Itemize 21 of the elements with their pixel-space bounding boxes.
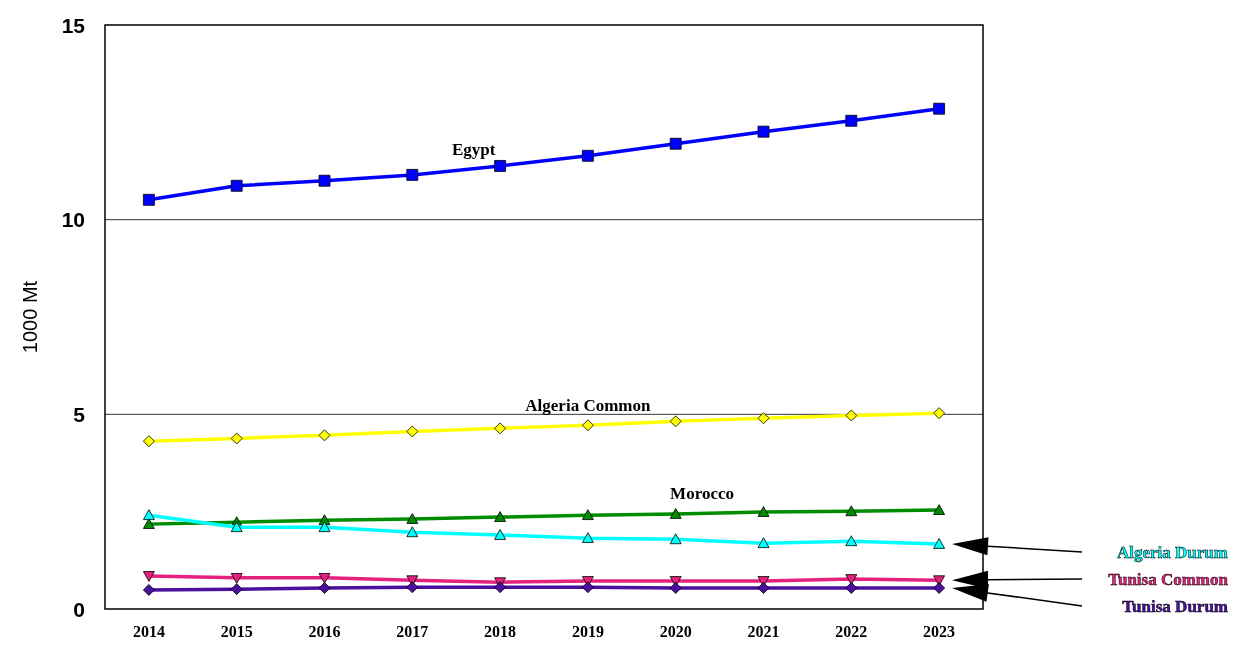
y-tick-label: 15 <box>61 13 86 37</box>
text: Tunisa Durum <box>1122 597 1228 616</box>
x-tick-label: 2020 <box>659 623 692 640</box>
x-tick-label: 2022 <box>835 623 868 640</box>
y-axis-title: 1000 Mt <box>19 280 41 354</box>
x-tick-label: 2017 <box>396 623 429 640</box>
x-tick-label: 2016 <box>308 623 341 640</box>
series-label: Morocco <box>670 484 734 504</box>
x-tick-label: 2019 <box>571 623 604 640</box>
series-label: Egypt <box>452 139 496 159</box>
y-tick-label: 0 <box>73 597 85 621</box>
x-tick-label: 2014 <box>132 623 165 640</box>
series-label: Algeria Common <box>525 396 651 416</box>
y-tick-label: 10 <box>61 208 85 232</box>
y-tick-label: 5 <box>73 402 86 426</box>
x-tick-label: 2015 <box>220 623 253 640</box>
x-tick-label: 2021 <box>747 623 780 640</box>
x-tick-label: 2023 <box>923 623 956 640</box>
text: Tunisa Common <box>1108 570 1229 589</box>
x-tick-label: 2018 <box>484 623 517 640</box>
text: Algeria Durum <box>1117 543 1228 562</box>
